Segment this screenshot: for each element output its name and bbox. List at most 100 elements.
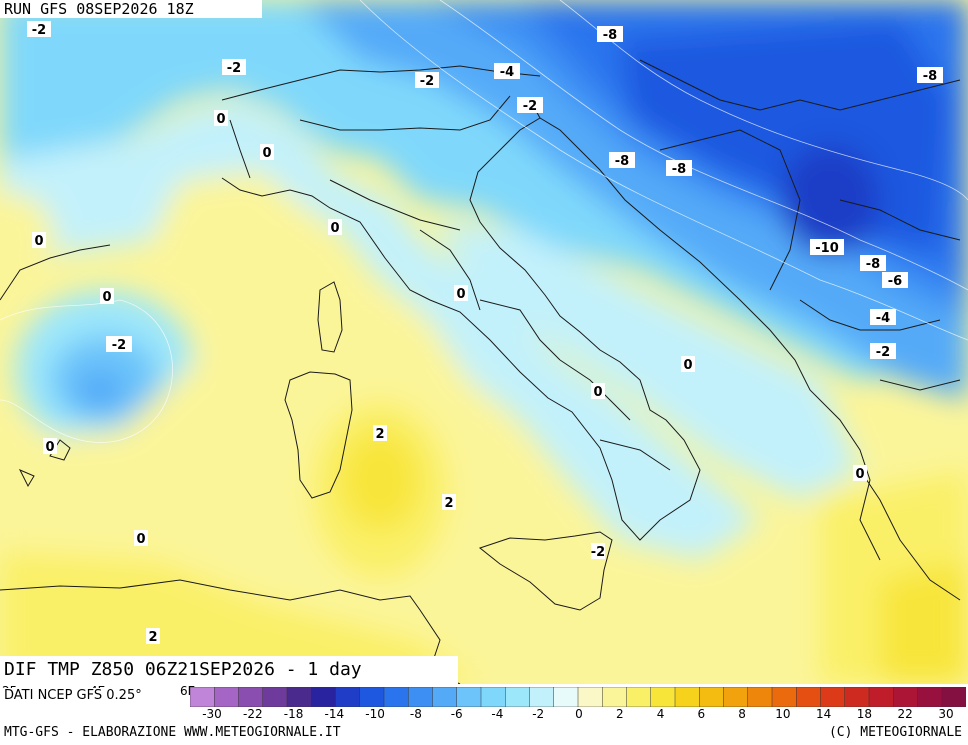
colorbar-swatch [820, 687, 846, 707]
svg-text:0: 0 [262, 146, 271, 161]
colorbar-swatch [650, 687, 676, 707]
label-2-b: 2 [442, 494, 456, 511]
colorbar-tick-label: 18 [856, 707, 873, 721]
temperature-anomaly-map: -2 -2 -2 0 0 0 0 -2 0 0 2 2 0 2 -4 -2 -8… [0, 0, 968, 684]
svg-text:0: 0 [216, 112, 225, 127]
colorbar-swatch [311, 687, 337, 707]
colorbar-swatch [480, 687, 506, 707]
label-0-h: 0 [454, 285, 468, 302]
svg-text:-4: -4 [500, 65, 514, 80]
svg-text:-8: -8 [672, 162, 686, 177]
colorbar-tick-label: 8 [738, 707, 746, 721]
colorbar-tick-label: -10 [365, 707, 385, 721]
label-2-a: 2 [373, 425, 387, 442]
colorbar-tick-label: -8 [409, 707, 422, 721]
colorbar-swatch [699, 687, 725, 707]
colorbar-tick-label: 30 [938, 707, 954, 721]
label-neg10: -10 [810, 239, 844, 256]
colorbar-swatch [602, 687, 628, 707]
colorbar-swatch [432, 687, 458, 707]
svg-text:-6: -6 [888, 274, 902, 289]
colorbar-swatch [893, 687, 919, 707]
colorbar-tick-label: -4 [491, 707, 504, 721]
product-label: DIF TMP Z850 06Z21SEP2026 - 1 day [0, 656, 458, 684]
colorbar-tick-label: -22 [242, 707, 263, 721]
svg-text:-2: -2 [523, 99, 537, 114]
run-label: RUN GFS 08SEP2026 18Z [0, 0, 262, 18]
contour-lines [0, 0, 968, 443]
colorbar-swatch [917, 687, 943, 707]
svg-text:-2: -2 [32, 23, 46, 38]
svg-text:0: 0 [855, 467, 864, 482]
label-neg8-a: -8 [597, 26, 623, 43]
svg-text:-8: -8 [615, 154, 629, 169]
footer-copyright: (C) METEOGIORNALE [828, 725, 962, 740]
label-0-i: 0 [681, 356, 695, 373]
svg-text:0: 0 [593, 385, 602, 400]
colorbar-swatch [286, 687, 312, 707]
anomaly-field [0, 0, 968, 684]
svg-text:0: 0 [45, 440, 54, 455]
label-0-j: 0 [591, 383, 605, 400]
colorbar-swatch [190, 687, 215, 707]
colorbar-tick-label: 10 [775, 707, 791, 721]
svg-text:-4: -4 [876, 311, 890, 326]
svg-text:0: 0 [330, 221, 339, 236]
label-0-g: 0 [134, 530, 148, 547]
svg-text:0: 0 [102, 290, 111, 305]
colorbar-swatch [262, 687, 288, 707]
label-neg8-e: -8 [860, 255, 886, 272]
colorbar-tick-label: 14 [816, 707, 832, 721]
label-neg8-d: -8 [666, 160, 692, 177]
label-2-c: 2 [146, 628, 160, 645]
colorbar-tick-label: -2 [532, 707, 545, 721]
colorbar-swatch [626, 687, 652, 707]
label-0-b: 0 [260, 144, 274, 161]
label-neg6: -6 [882, 272, 908, 289]
colorbar-swatch [408, 687, 434, 707]
label-neg2-c: -2 [415, 72, 439, 89]
label-neg4-b: -4 [870, 309, 896, 326]
colorbar [190, 687, 966, 707]
label-0-e: 0 [100, 288, 114, 305]
colorbar-swatch [674, 687, 700, 707]
colorbar-tick-label: -30 [202, 707, 222, 721]
label-neg8-c: -8 [609, 152, 635, 169]
svg-text:-10: -10 [815, 241, 839, 256]
svg-text:0: 0 [136, 532, 145, 547]
label-0-l: -2 [591, 543, 605, 560]
colorbar-tick-label: 2 [615, 707, 624, 721]
svg-text:2: 2 [148, 630, 157, 645]
label-0-d: 0 [32, 232, 46, 249]
data-source-credit: DATI NCEP GFS 0.25° [2, 688, 144, 703]
contour-value-labels: -2 -2 -2 0 0 0 0 -2 0 0 2 2 0 2 -4 -2 -8… [27, 21, 943, 645]
colorbar-tick-label: 22 [897, 707, 913, 721]
label-0-a: 0 [214, 110, 228, 127]
colorbar-swatch [796, 687, 822, 707]
svg-text:-2: -2 [876, 345, 890, 360]
colorbar-swatch [747, 687, 773, 707]
colorbar-swatch [238, 687, 264, 707]
colorbar-swatch [505, 687, 531, 707]
colorbar-tick-label: -6 [450, 707, 463, 721]
svg-text:2: 2 [375, 427, 384, 442]
label-neg2-b: -2 [222, 59, 246, 76]
label-neg8-b: -8 [917, 67, 943, 84]
colorbar-swatch [868, 687, 894, 707]
label-neg2-a: -2 [27, 21, 51, 38]
colorbar-tick-label: 4 [656, 707, 665, 721]
label-0-f: 0 [43, 438, 57, 455]
colorbar-swatch [456, 687, 482, 707]
colorbar-tick-label: -18 [283, 707, 304, 721]
svg-text:-2: -2 [420, 74, 434, 89]
svg-text:-2: -2 [227, 61, 241, 76]
colorbar-swatch [723, 687, 749, 707]
svg-text:0: 0 [456, 287, 465, 302]
label-neg2-f: -2 [870, 343, 896, 360]
colorbar-swatch [553, 687, 579, 707]
colorbar-swatch [844, 687, 870, 707]
colorbar-swatch [941, 687, 966, 707]
svg-text:-2: -2 [112, 338, 126, 353]
svg-text:-2: -2 [591, 545, 605, 560]
svg-text:0: 0 [34, 234, 43, 249]
